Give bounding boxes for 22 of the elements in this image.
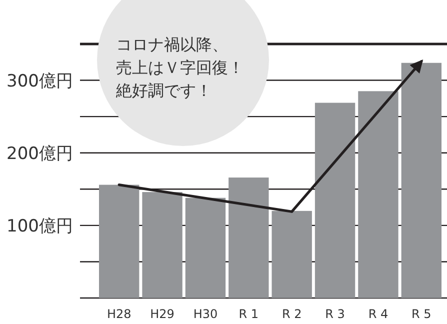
annotation: 絶好調です！ bbox=[115, 81, 212, 100]
y-tick-label: 100億円 bbox=[6, 216, 73, 236]
x-tick-label: R 1 bbox=[238, 307, 259, 321]
x-tick-label: R 2 bbox=[282, 307, 302, 321]
x-tick-label: R 3 bbox=[325, 307, 345, 321]
bar bbox=[142, 192, 182, 298]
x-tick-label: R 5 bbox=[412, 307, 432, 321]
annotation: 売上はＶ字回復！ bbox=[116, 58, 244, 77]
y-tick-label: 200億円 bbox=[6, 144, 73, 164]
bar bbox=[99, 184, 140, 298]
bar bbox=[185, 198, 226, 298]
bar bbox=[228, 178, 269, 298]
bar bbox=[272, 210, 312, 298]
x-tick-label: H30 bbox=[193, 307, 218, 321]
y-tick-label: 300億円 bbox=[6, 71, 73, 92]
bar bbox=[314, 102, 356, 298]
x-tick-label: R 4 bbox=[368, 307, 388, 321]
annotation: コロナ禍以降、 bbox=[116, 35, 228, 54]
bar bbox=[401, 62, 442, 298]
x-tick-label: H28 bbox=[106, 307, 132, 321]
x-tick-label: H29 bbox=[150, 307, 174, 321]
bar bbox=[358, 91, 398, 298]
